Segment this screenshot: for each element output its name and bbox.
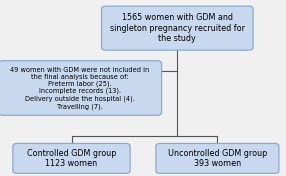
Text: Uncontrolled GDM group
393 women: Uncontrolled GDM group 393 women — [168, 149, 267, 168]
Text: Controlled GDM group
1123 women: Controlled GDM group 1123 women — [27, 149, 116, 168]
FancyBboxPatch shape — [0, 61, 162, 115]
FancyBboxPatch shape — [13, 143, 130, 173]
FancyBboxPatch shape — [156, 143, 279, 173]
FancyBboxPatch shape — [102, 6, 253, 50]
Text: 1565 women with GDM and
singleton pregnancy recruited for
the study: 1565 women with GDM and singleton pregna… — [110, 13, 245, 43]
Text: 49 women with GDM were not included in
the final analysis because of:
Preterm la: 49 women with GDM were not included in t… — [11, 67, 150, 109]
